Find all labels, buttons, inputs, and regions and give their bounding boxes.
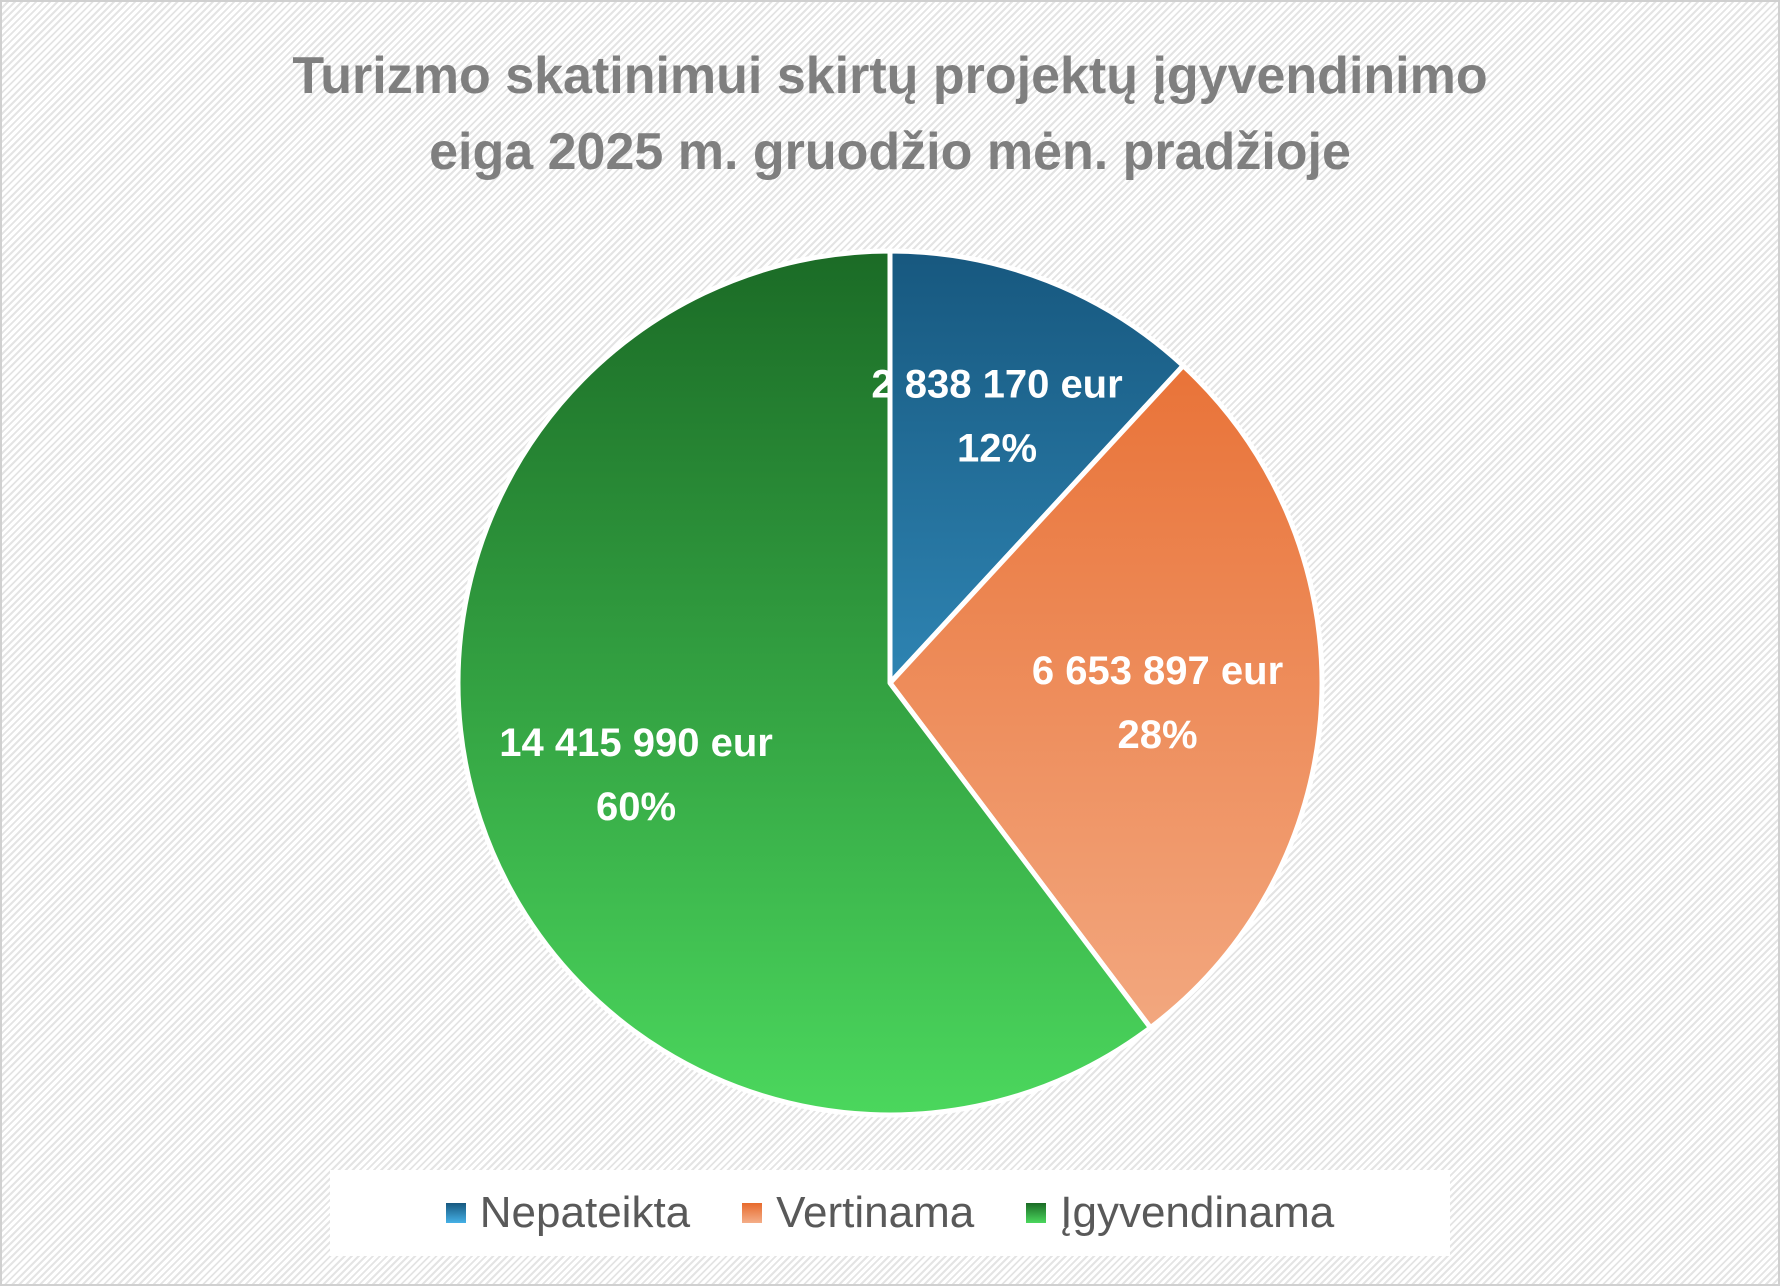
legend-label-igyvendinama: Įgyvendinama (1060, 1188, 1335, 1237)
data-label-value-vertinama: 6 653 897 eur (1032, 649, 1283, 693)
data-label-value-igyvendinama: 14 415 990 eur (499, 721, 773, 765)
pie-slice-nepateikta (887, 248, 1186, 686)
chart-title: Turizmo skatinimui skirtų projektų įgyve… (140, 38, 1640, 190)
chart-title-line-1: Turizmo skatinimui skirtų projektų įgyve… (292, 47, 1488, 105)
chart-title-line-2: eiga 2025 m. gruodžio mėn. pradžioje (429, 123, 1351, 181)
pie-slice-igyvendinama (455, 248, 1153, 1118)
legend: Nepateikta Vertinama Įgyvendinama (330, 1170, 1450, 1256)
legend-swatch-vertinama (742, 1203, 763, 1223)
data-label-percent-nepateikta: 12% (957, 426, 1037, 470)
legend-item-vertinama: Vertinama (742, 1188, 974, 1238)
legend-item-igyvendinama: Įgyvendinama (1026, 1188, 1334, 1238)
data-label-value-nepateikta: 2 838 170 eur (871, 362, 1122, 406)
legend-swatch-nepateikta (445, 1203, 466, 1223)
data-label-percent-vertinama: 28% (1117, 713, 1197, 757)
legend-label-vertinama: Vertinama (776, 1188, 975, 1237)
legend-swatch-igyvendinama (1026, 1203, 1047, 1223)
legend-item-nepateikta: Nepateikta (445, 1188, 691, 1238)
data-label-percent-igyvendinama: 60% (596, 785, 676, 829)
legend-label-nepateikta: Nepateikta (479, 1188, 691, 1237)
pie-slice-vertinama (887, 363, 1325, 1031)
